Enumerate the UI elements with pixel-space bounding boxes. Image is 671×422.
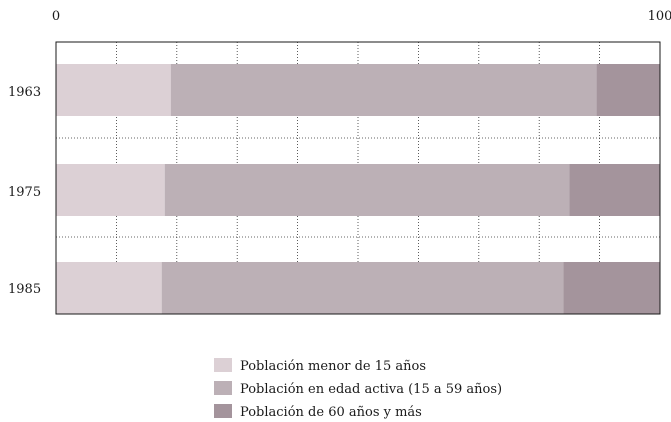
bar-1985-series-2 bbox=[563, 262, 660, 314]
bar-1975-series-2 bbox=[569, 164, 660, 216]
x-tick-100: 100 bbox=[648, 9, 671, 24]
x-tick-0: 0 bbox=[52, 9, 60, 24]
bar-1963-series-0 bbox=[56, 64, 171, 116]
category-label-1975: 1975 bbox=[8, 185, 41, 200]
legend-label-menor-15: Población menor de 15 años bbox=[240, 359, 426, 374]
bar-1985-series-1 bbox=[161, 262, 564, 314]
legend-swatch-60-y-mas bbox=[214, 404, 232, 418]
legend-swatch-edad-activa bbox=[214, 381, 232, 395]
x-tick-labels: 0 100 bbox=[52, 9, 671, 24]
legend: Población menor de 15 años Población en … bbox=[214, 358, 502, 420]
legend-label-60-y-mas: Población de 60 años y más bbox=[240, 405, 422, 420]
bar-1975-series-0 bbox=[56, 164, 165, 216]
plot-frame bbox=[55, 41, 661, 315]
bar-1985-series-0 bbox=[56, 262, 162, 314]
bar-1963-series-2 bbox=[596, 64, 660, 116]
category-label-1963: 1963 bbox=[8, 85, 41, 100]
bar-1975-series-1 bbox=[164, 164, 570, 216]
category-labels: 1963 1975 1985 bbox=[8, 85, 41, 297]
bars-group bbox=[56, 64, 660, 314]
bar-1963-series-1 bbox=[170, 64, 597, 116]
legend-swatch-menor-15 bbox=[214, 358, 232, 372]
legend-label-edad-activa: Población en edad activa (15 a 59 años) bbox=[240, 382, 502, 397]
category-label-1985: 1985 bbox=[8, 282, 41, 297]
